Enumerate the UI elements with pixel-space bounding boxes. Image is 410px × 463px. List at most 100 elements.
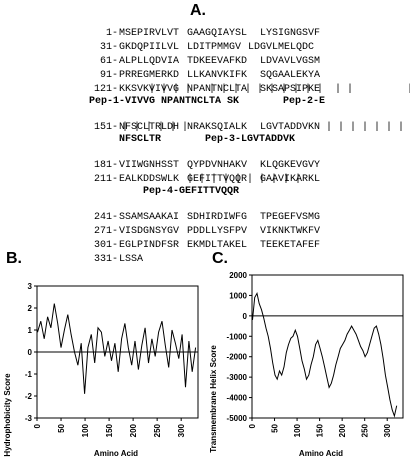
- sequence-block: LDVAVLVGSM: [260, 56, 321, 67]
- x-tick-label: 50: [57, 423, 66, 432]
- transmembrane-helix-chart: Transmembrane Helix Score Amino Acid 200…: [209, 271, 404, 458]
- y-tick-label: -1: [25, 370, 33, 379]
- sequence-block: PDDLLYSFPV: [187, 226, 248, 237]
- peptide-2-label: Pep-2-E: [283, 96, 326, 107]
- sequence-row: 121- KKSVKVIVVG NPANTNCLTA SKSAPSIPKE: [0, 72, 320, 108]
- sequence-row: 61- ALPLLQDVIA TDKEEVAFKD LDVAVLVGSM: [0, 44, 320, 80]
- sequence-block: SQGAALEKYA: [260, 70, 321, 81]
- sequence-panel: 1- MSEPIRVLVT GAAGQIAYSL LYSIGNGSVF 31- GKDQ…: [0, 0, 410, 265]
- sequence-block: TDKEEVAFKD: [187, 56, 248, 67]
- y-tick-label: -5000: [227, 414, 248, 423]
- residue-number: 31-: [99, 42, 118, 53]
- y-tick-label: 1: [28, 326, 33, 335]
- y-axis-title: Transmembrane Helix Score: [209, 345, 218, 453]
- sequence-block: VIKNKTWKFV: [260, 226, 321, 237]
- y-tick-label: -3000: [227, 373, 248, 382]
- residue-number: 181-: [93, 160, 118, 171]
- sequence-row: 31- GKDQPIILVL LDITPMMGV LDGVLMELQDC: [0, 30, 314, 66]
- y-tick-label: 2: [28, 304, 33, 313]
- x-tick-label: 0: [248, 423, 257, 428]
- sequence-row: 91- PRREGMERKD LLKANVKIFK SQGAALEKYA: [0, 58, 320, 94]
- x-axis-title: Amino Acid: [299, 449, 343, 458]
- sequence-block: GAAVIKARKL: [260, 174, 321, 185]
- y-tick-label: 0: [28, 348, 33, 357]
- sequence-block: SKSAPSIPKE: [260, 84, 321, 95]
- sequence-block: LDITPMMGV: [187, 42, 242, 53]
- sequence-row: 241- SSAMSAAKAI SDHIRDIWFG TPEGEFVSMG: [0, 200, 320, 236]
- hydrophobicity-chart: Hydrophobicity Score Amino Acid 3 2 1 0 -1 -2…: [3, 282, 199, 458]
- sequence-block: QYPDVNHAKV: [187, 160, 248, 171]
- peptide-2-continuation: NFSCLTR: [119, 134, 162, 145]
- sequence-block: EALKDDSWLK: [119, 174, 180, 185]
- peptide-3-label: Pep-3-LGVTADDVK: [205, 134, 296, 145]
- sequence-block: GEFITTVQQR: [187, 174, 248, 185]
- series-line: [37, 303, 197, 394]
- x-tick-label: 50: [271, 423, 280, 432]
- plot-frame: [251, 274, 404, 419]
- x-tick-label: 300: [383, 423, 392, 437]
- alignment-bars: | | | | | | | | | | | | | | |: [122, 122, 410, 133]
- sequence-row: 331- LSSA: [0, 242, 143, 278]
- x-tick-label: 100: [293, 423, 302, 437]
- series-line: [252, 292, 398, 418]
- sequence-row: 151- NFSCLTRLDH NRAKSQIALK LGVTADDVKN: [0, 110, 320, 146]
- sequence-block: MSEPIRVLVT: [119, 28, 180, 39]
- y-tick-label: -4000: [227, 394, 248, 403]
- panel-label-b: B.: [6, 250, 22, 267]
- sequence-block: NFSCLTRLDH: [119, 122, 180, 133]
- y-tick-label: -3: [25, 414, 33, 423]
- sequence-block: GAAGQIAYSL: [187, 28, 248, 39]
- sequence-block: LLKANVKIFK: [187, 70, 248, 81]
- alignment-bars: | | | | | | | | | |: [187, 174, 302, 185]
- sequence-block: EKMDLTAKEL: [187, 240, 248, 251]
- sequence-block: SDHIRDIWFG: [187, 212, 248, 223]
- sequence-row: 271- VISDGNSYGV PDDLLYSFPV VIKNKTWKFV: [0, 214, 320, 250]
- residue-number: 1-: [105, 28, 118, 39]
- y-tick-label: -1000: [227, 332, 248, 341]
- sequence-row: 301- EGLPINDFSR EKMDLTAKEL TEEKETAFEF: [0, 228, 320, 264]
- y-axis-title: Hydrophobicity Score: [3, 373, 12, 457]
- sequence-block: PRREGMERKD: [119, 70, 180, 81]
- peptide-1-label: Pep-1-VIVVG NPANTNCLTA SK: [89, 96, 240, 107]
- residue-number: 61-: [99, 56, 118, 67]
- sequence-block: LGVTADDVKN: [260, 122, 321, 133]
- residue-number: 151-: [93, 122, 118, 133]
- sequence-block: GKDQPIILVL: [119, 42, 180, 53]
- sequence-block: LDGVLMELQDC: [248, 42, 315, 53]
- peptide-4-label: Pep-4-GEFITTVQQR: [143, 186, 240, 197]
- residue-number: 91-: [99, 70, 118, 81]
- sequence-block: EGLPINDFSR: [119, 240, 180, 251]
- sequence-block: VIIWGNHSST: [119, 160, 180, 171]
- y-tick-label: 3: [28, 282, 33, 291]
- sequence-row: 181- VIIWGNHSST QYPDVNHAKV KLQGKEVGVY: [0, 148, 320, 184]
- sequence-block: LYSIGNGSVF: [260, 28, 321, 39]
- sequence-block: NRAKSQIALK: [187, 122, 248, 133]
- sequence-block: ALPLLQDVIA: [119, 56, 180, 67]
- sequence-block: KLQGKEVGVY: [260, 160, 321, 171]
- panel-label-c: C.: [212, 250, 228, 267]
- residue-number: 121-: [93, 84, 118, 95]
- x-tick-label: 200: [338, 423, 347, 437]
- sequence-block: TPEGEFVSMG: [260, 212, 321, 223]
- alignment-bars: | | | | | | | | | | | | | | | | |: [149, 84, 410, 95]
- y-tick-label: -2000: [227, 353, 248, 362]
- x-tick-label: 200: [129, 423, 138, 437]
- residue-number: 331-: [93, 254, 118, 265]
- panel-label-a: A.: [190, 2, 206, 19]
- y-tick-label: 2000: [229, 271, 247, 280]
- y-tick-label: -2: [25, 392, 33, 401]
- sequence-block: SSAMSAAKAI: [119, 212, 180, 223]
- x-tick-label: 150: [316, 423, 325, 437]
- y-tick-label: 0: [243, 312, 248, 321]
- sequence-block: NPANTNCLTA: [187, 84, 248, 95]
- x-axis-title: Amino Acid: [94, 449, 138, 458]
- x-tick-label: 250: [361, 423, 370, 437]
- sequence-block: LSSA: [119, 254, 144, 265]
- sequence-block: VISDGNSYGV: [119, 226, 180, 237]
- y-tick-label: 1000: [229, 291, 247, 300]
- x-tick-label: 100: [81, 423, 90, 437]
- sequence-row: 211- EALKDDSWLK GEFITTVQQR GAAVIKARKL: [0, 162, 320, 198]
- residue-number: 271-: [93, 226, 118, 237]
- residue-number: 241-: [93, 212, 118, 223]
- x-tick-label: 250: [153, 423, 162, 437]
